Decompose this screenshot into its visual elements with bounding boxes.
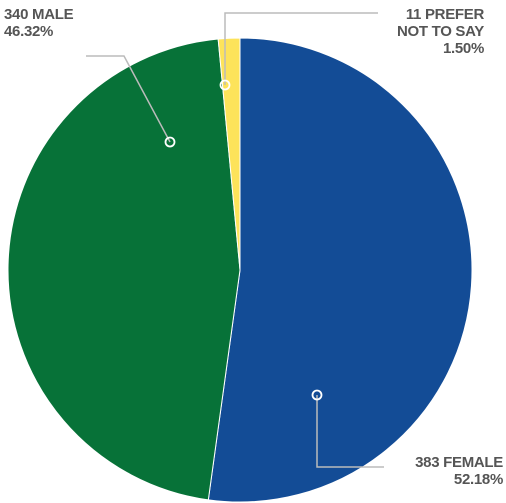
leader-dot <box>219 79 231 91</box>
leader-line <box>224 12 378 85</box>
count: 383 <box>415 454 440 471</box>
category: PREFER NOT TO SAY <box>396 6 484 40</box>
pie-slice <box>207 37 473 503</box>
count: 340 <box>4 6 29 23</box>
leader-dot <box>311 389 323 401</box>
percent: 1.50% <box>442 40 484 57</box>
percent: 46.32% <box>4 23 54 40</box>
percent: 52.18% <box>453 471 503 488</box>
count: 11 <box>405 6 422 23</box>
label-female: 383 FEMALE 52.18% <box>415 454 503 488</box>
leader-dot <box>164 136 176 148</box>
label-male: 340 MALE 46.32% <box>4 6 74 40</box>
pie-slice <box>217 37 241 271</box>
leader-line <box>316 395 384 468</box>
leader-line <box>86 55 171 143</box>
category: MALE <box>32 6 74 23</box>
pie-slice <box>7 38 241 501</box>
category: FEMALE <box>443 454 503 471</box>
label-prefer: 11 PREFER NOT TO SAY 1.50% <box>372 6 484 57</box>
